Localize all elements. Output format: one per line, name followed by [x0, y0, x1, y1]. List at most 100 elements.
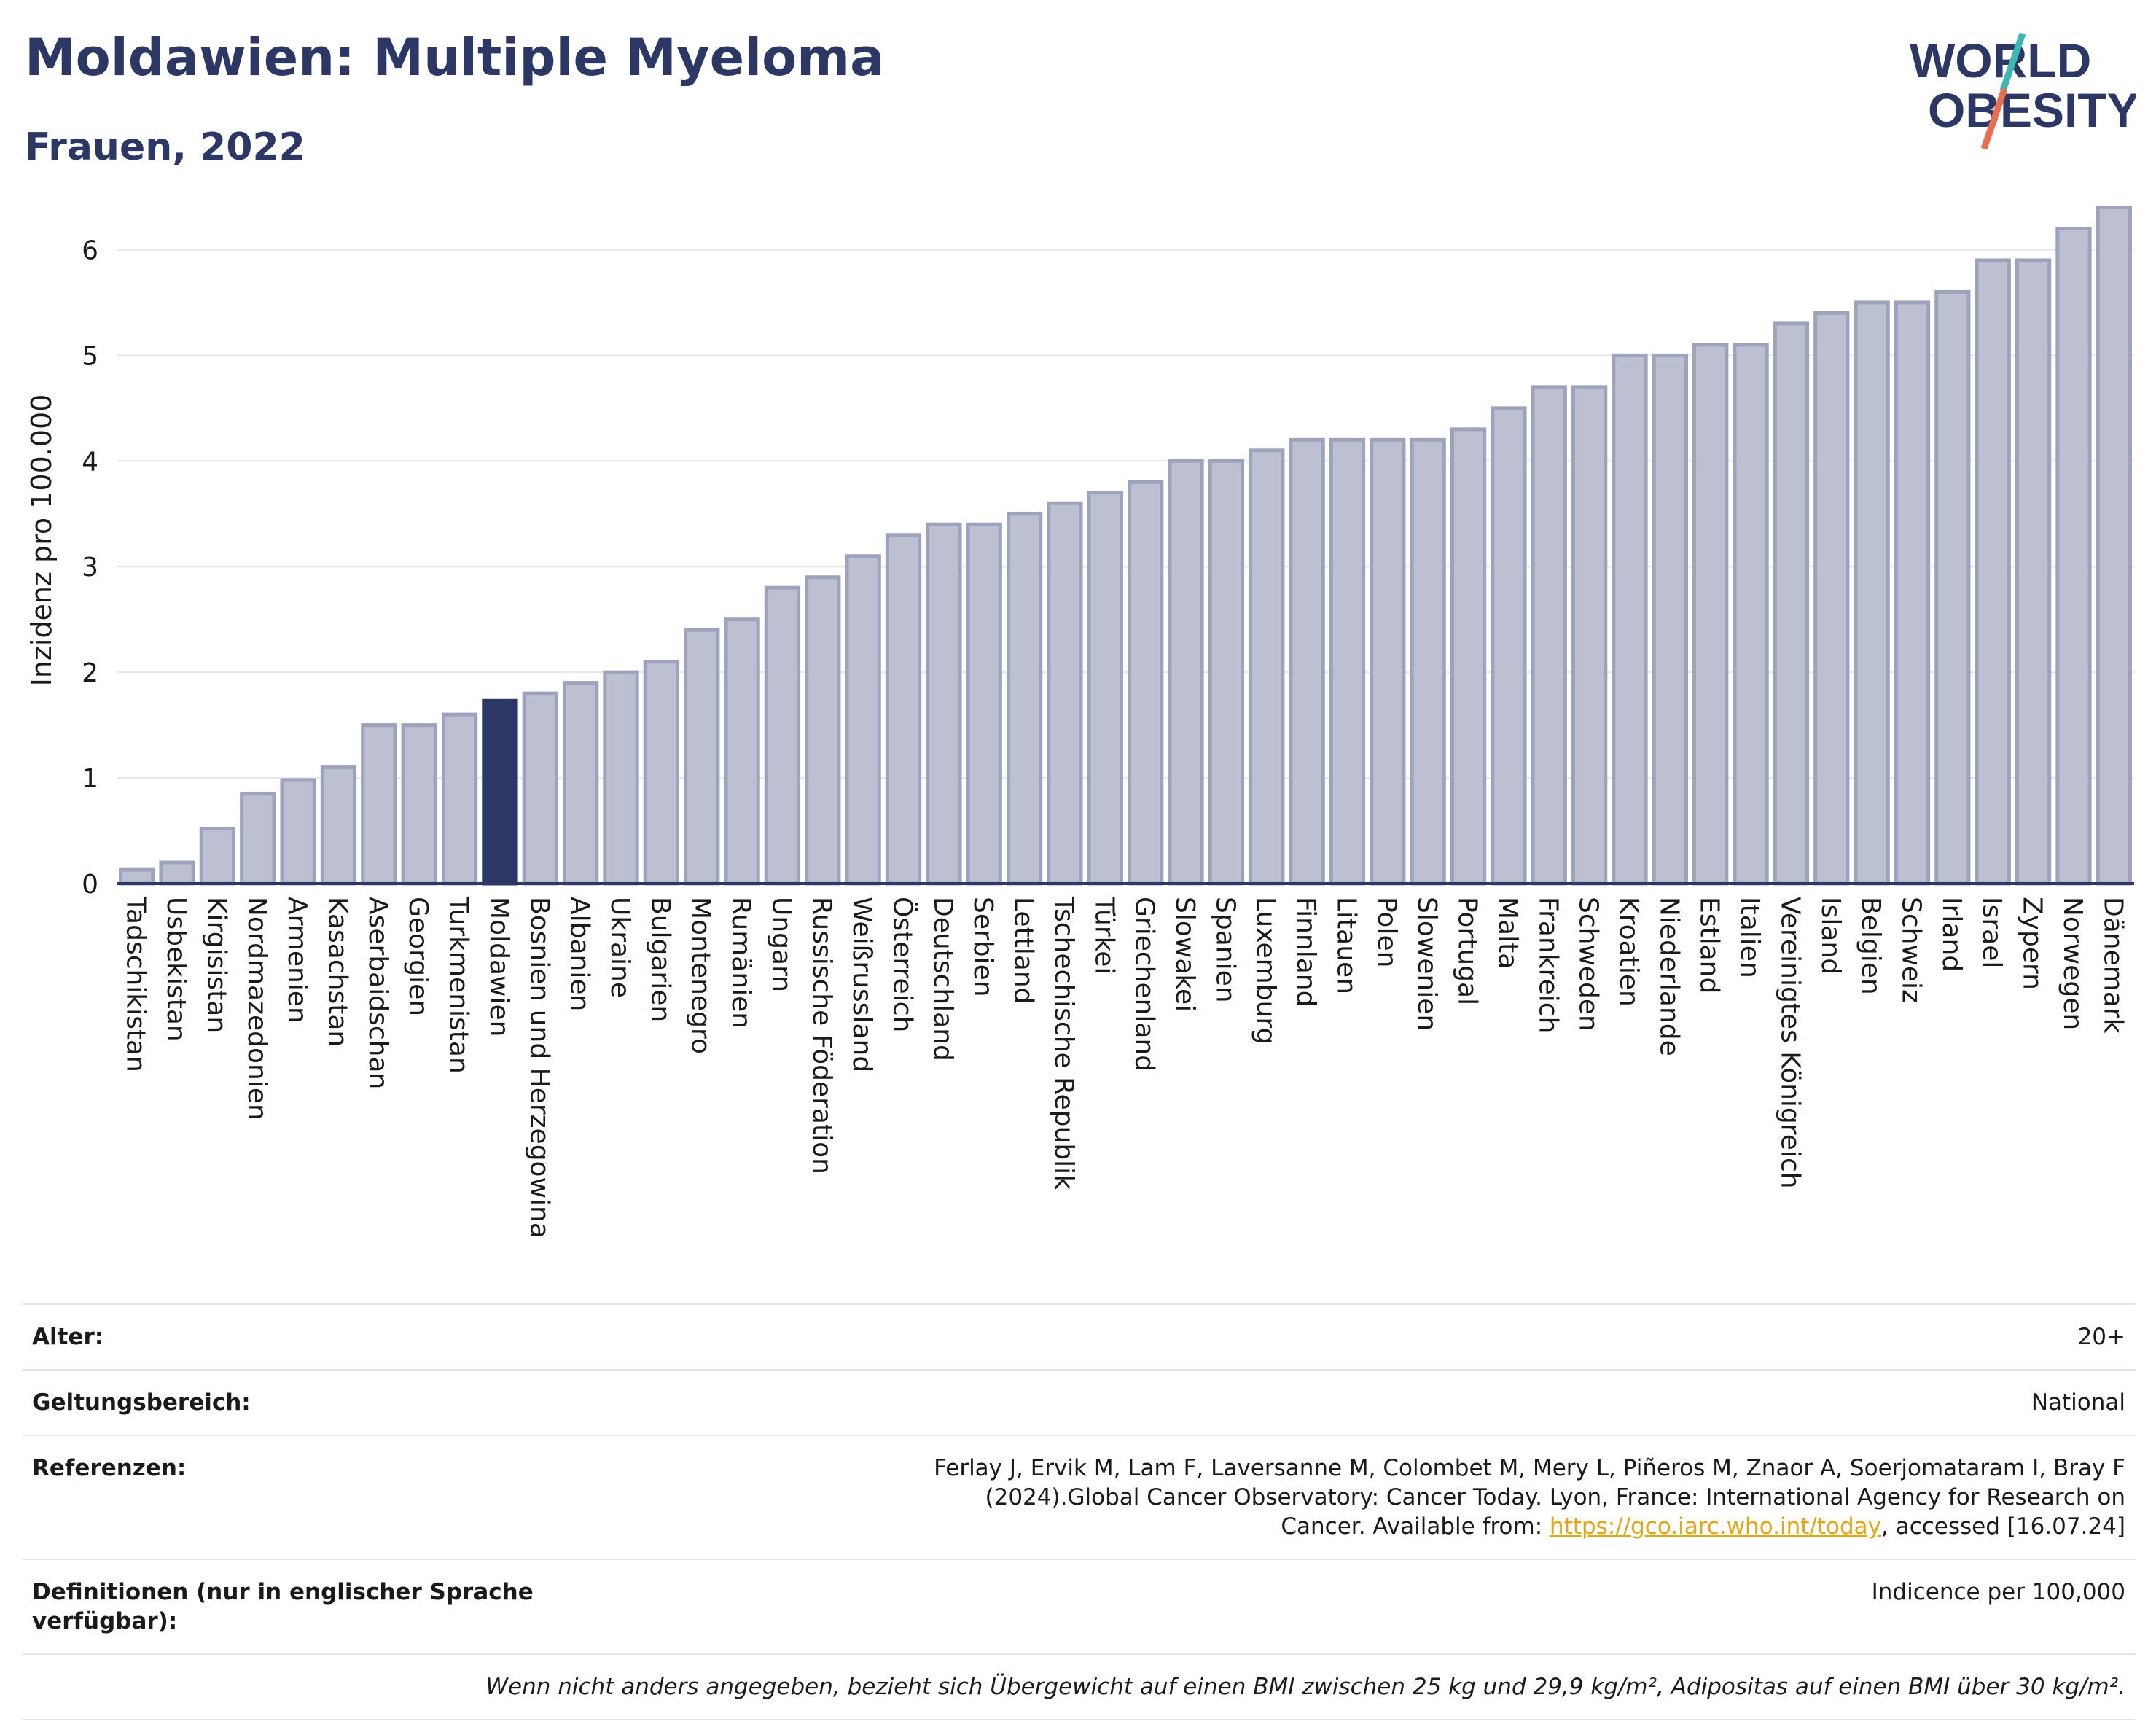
bar-Finnland: [1289, 437, 1325, 886]
meta-row-age: Alter: 20+: [22, 1303, 2136, 1369]
bar-Italien: [1733, 343, 1769, 886]
x-tick-label-Moldawien: Moldawien: [484, 897, 514, 1037]
page-title: Moldawien: Multiple Myeloma: [25, 28, 885, 87]
y-axis-ticks: 0 1 2 3 4 5 6: [82, 235, 98, 900]
age-value: 20+: [2077, 1324, 2125, 1350]
bar-Rumänien: [724, 617, 760, 886]
logo-line1: WORLD: [1910, 34, 2091, 87]
x-tick-label-Georgien: Georgien: [403, 897, 433, 1016]
bar-Vereinigtes Königreich: [1773, 321, 1810, 886]
definitions-value: Indicence per 100,000: [1871, 1579, 2125, 1605]
x-tick-label-Dänemark: Dänemark: [2098, 897, 2128, 1034]
bar-Turkmenistan: [441, 712, 478, 886]
bar-Russische Föderation: [805, 575, 841, 886]
bar-Luxemburg: [1249, 448, 1285, 886]
x-tick-label-Schweden: Schweden: [1574, 897, 1604, 1032]
x-tick-label-Israel: Israel: [1977, 897, 2007, 968]
y-tick-label-3: 3: [82, 553, 98, 582]
bar-Slowakei: [1168, 459, 1204, 886]
bar-Litauen: [1329, 437, 1366, 886]
x-tick-label-Montenegro: Montenegro: [686, 897, 716, 1054]
meta-row-references: Referenzen: Ferlay J, Ervik M, Lam F, La…: [22, 1435, 2136, 1559]
bar-Malta: [1491, 406, 1527, 886]
bar-Schweiz: [1894, 300, 1931, 886]
x-tick-label-Usbekistan: Usbekistan: [161, 897, 191, 1042]
bar-Frankreich: [1531, 385, 1567, 886]
bar-Zypern: [2015, 258, 2052, 886]
bar-Bosnien und Herzegowina: [522, 691, 558, 886]
bar-Montenegro: [684, 628, 720, 886]
references-link[interactable]: https://gco.iarc.who.int/today: [1550, 1513, 1881, 1540]
bar-Nordmazedonien: [240, 792, 276, 886]
x-tick-label-Albanien: Albanien: [565, 897, 595, 1011]
references-value: Ferlay J, Ervik M, Lam F, Laversanne M, …: [542, 1454, 2125, 1541]
bar-Türkei: [1087, 491, 1123, 886]
meta-row-definitions: Definitionen (nur in englischer Sprache …: [22, 1559, 2136, 1653]
bar-Ungarn: [764, 585, 801, 886]
bar-Armenien: [280, 778, 316, 886]
bar-Österreich: [885, 533, 922, 886]
references-text-1: Ferlay J, Ervik M, Lam F, Laversanne M, …: [934, 1455, 2125, 1540]
y-tick-label-1: 1: [82, 764, 98, 794]
x-tick-label-Bosnien und Herzegowina: Bosnien und Herzegowina: [524, 897, 554, 1239]
x-tick-label-Bulgarien: Bulgarien: [645, 897, 675, 1022]
x-tick-label-Ukraine: Ukraine: [605, 897, 635, 998]
metadata-table: Alter: 20+ Geltungsbereich: National Ref…: [22, 1303, 2136, 1720]
x-tick-label-Norwegen: Norwegen: [2058, 897, 2087, 1030]
bar-Spanien: [1208, 459, 1245, 886]
references-label: Referenzen:: [32, 1455, 187, 1481]
x-tick-label-Spanien: Spanien: [1210, 897, 1240, 1003]
x-tick-label-Irland: Irland: [1937, 897, 1966, 972]
bar-Niederlande: [1652, 353, 1689, 886]
x-tick-label-Kasachstan: Kasachstan: [322, 897, 352, 1047]
x-tick-label-Luxemburg: Luxemburg: [1251, 897, 1281, 1044]
x-tick-label-Schweiz: Schweiz: [1897, 897, 1926, 1003]
bar-Belgien: [1854, 300, 1890, 886]
x-tick-label-Italien: Italien: [1735, 897, 1765, 978]
y-axis-label: Inzidenz pro 100.000: [26, 394, 58, 687]
bar-Moldawien: [482, 698, 518, 886]
logo-slash-teal: [1999, 32, 2026, 92]
x-tick-label-Polen: Polen: [1372, 897, 1402, 967]
bar-Deutschland: [926, 522, 962, 886]
x-axis-ticks: Tadschikistan Usbekistan Kirgisistan Nordma…: [121, 896, 2128, 1239]
page-subtitle: Frauen, 2022: [25, 125, 305, 169]
x-tick-label-Niederlande: Niederlande: [1654, 897, 1684, 1056]
definitions-label: Definitionen (nur in englischer Sprache …: [32, 1579, 534, 1634]
bar-Serbien: [966, 522, 1002, 886]
x-tick-label-Kirgisistan: Kirgisistan: [201, 897, 231, 1033]
bar-Irland: [1934, 289, 1971, 886]
x-tick-label-Slowenien: Slowenien: [1412, 897, 1442, 1031]
bar-Israel: [1975, 258, 2011, 886]
y-tick-label-4: 4: [82, 447, 98, 477]
bar-Norwegen: [2055, 226, 2092, 886]
bar-Island: [1813, 311, 1850, 886]
x-tick-label-Tschechische Republik: Tschechische Republik: [1049, 896, 1079, 1190]
x-tick-label-Aserbaidschan: Aserbaidschan: [363, 897, 393, 1089]
bar-Estland: [1692, 343, 1729, 886]
bar-Polen: [1370, 437, 1406, 886]
bar-Lettland: [1006, 512, 1043, 886]
x-tick-label-Armenien: Armenien: [282, 897, 312, 1024]
logo-slash-coral: [1980, 87, 2008, 150]
bar-Kroatien: [1612, 353, 1648, 886]
x-tick-label-Serbien: Serbien: [968, 897, 998, 997]
y-tick-label-0: 0: [82, 870, 98, 900]
scope-value: National: [2031, 1389, 2125, 1416]
x-tick-label-Russische Föderation: Russische Föderation: [807, 897, 837, 1174]
age-label: Alter:: [32, 1324, 104, 1350]
bar-Georgien: [401, 723, 437, 886]
x-tick-label-Turkmenistan: Turkmenistan: [444, 896, 474, 1074]
x-tick-label-Tadschikistan: Tadschikistan: [121, 896, 151, 1072]
x-tick-label-Weißrussland: Weißrussland: [847, 897, 877, 1072]
x-tick-label-Deutschland: Deutschland: [928, 897, 958, 1061]
y-tick-label-5: 5: [82, 341, 98, 371]
bar-Tadschikistan: [119, 868, 155, 886]
world-obesity-logo: WORLD OBESITY: [1910, 32, 2136, 150]
x-tick-label-Malta: Malta: [1493, 897, 1523, 969]
x-tick-label-Estland: Estland: [1695, 897, 1725, 994]
bar-Ukraine: [603, 670, 639, 886]
x-tick-label-Belgien: Belgien: [1856, 897, 1886, 995]
x-tick-label-Rumänien: Rumänien: [726, 897, 756, 1029]
bar-Slowenien: [1410, 437, 1446, 886]
